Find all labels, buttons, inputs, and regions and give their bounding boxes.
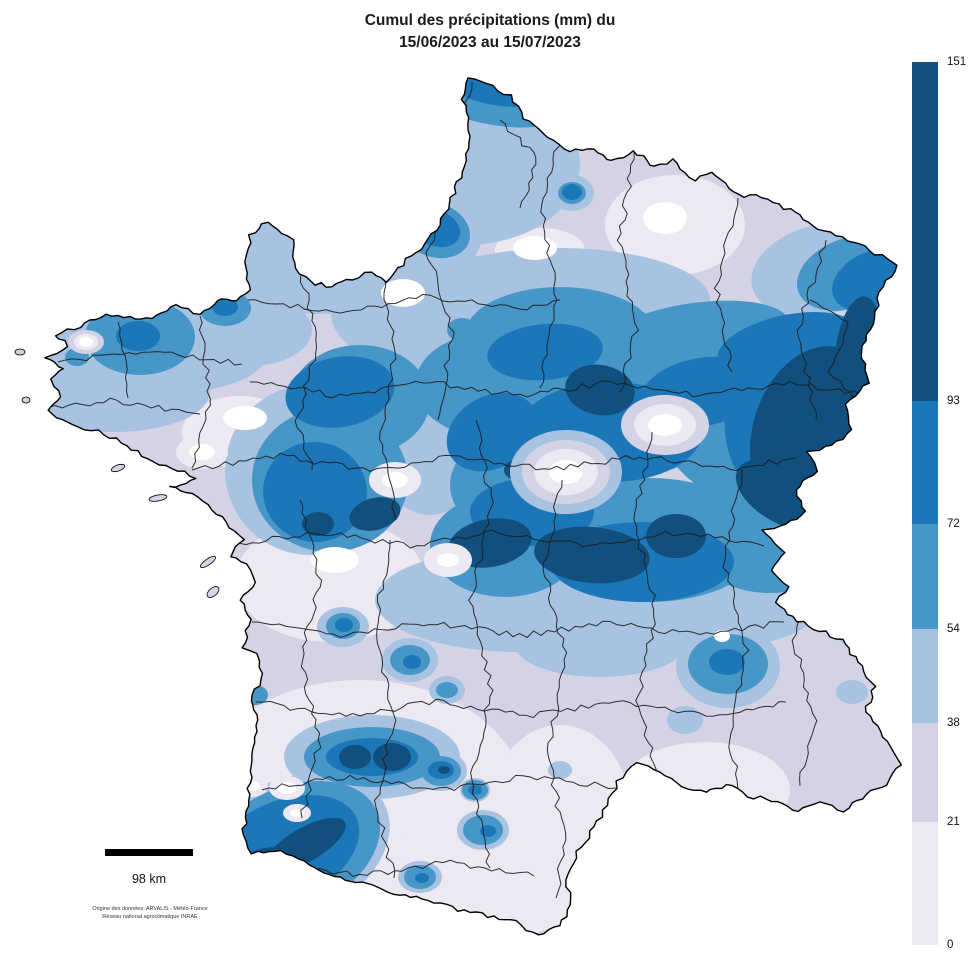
legend-segment <box>912 722 938 823</box>
scale-bar-label: 98 km <box>131 872 167 886</box>
legend-tick-label: 0 <box>947 939 954 951</box>
map-bands <box>44 78 902 935</box>
legend-segment <box>912 62 938 402</box>
legend-tick-label: 21 <box>947 816 960 829</box>
legend-tick-label: 54 <box>947 623 960 636</box>
legend-segment <box>912 629 938 723</box>
attribution-line2: Réseau national agroclimatique INRAE <box>102 914 198 921</box>
legend-tick-label: 38 <box>947 716 960 729</box>
legend-segment <box>912 523 938 630</box>
coastline <box>44 77 902 936</box>
map-title-line1: Cumul des précipitations (mm) du <box>364 12 616 29</box>
map-title-line2: 15/06/2023 au 15/07/2023 <box>399 33 581 51</box>
attribution-line1: Origine des données: ARVALIS - Météo-Fra… <box>92 906 208 912</box>
legend-segment <box>912 822 938 945</box>
attribution: Origine des données: ARVALIS - Météo-Fra… <box>60 905 240 922</box>
legend-segment <box>912 401 938 524</box>
legend-tick-label: 72 <box>947 517 960 530</box>
islands <box>14 348 220 598</box>
scale-bar <box>105 849 193 856</box>
map-title: Cumul des précipitations (mm) du 15/06/2… <box>0 10 980 53</box>
legend-tick-label: 151 <box>947 56 967 68</box>
legend-tick-label: 93 <box>947 395 960 408</box>
